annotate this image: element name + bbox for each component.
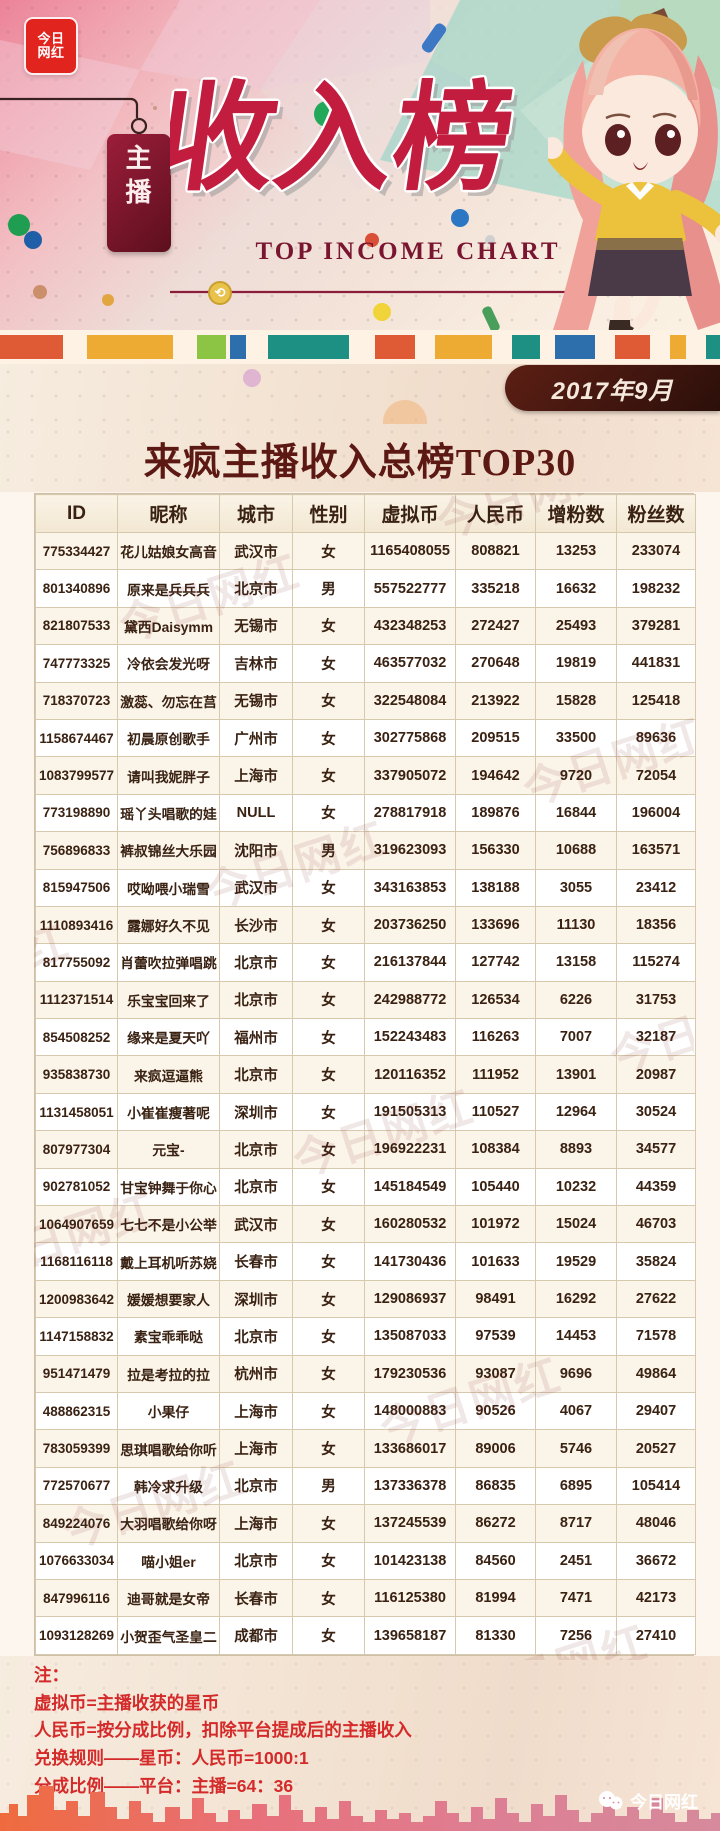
svg-text:收入榜: 收入榜 <box>170 74 521 205</box>
